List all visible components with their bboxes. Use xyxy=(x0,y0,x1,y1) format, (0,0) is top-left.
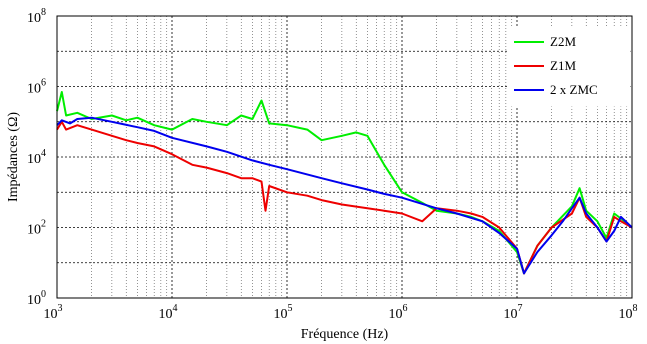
x-tick-label: 106 xyxy=(389,303,408,322)
y-axis-label: Impédances (Ω) xyxy=(6,112,21,202)
y-tick-label: 104 xyxy=(27,148,46,167)
x-tick-label: 103 xyxy=(44,303,63,322)
x-axis-label: Fréquence (Hz) xyxy=(301,327,389,342)
series-line-2-x-zmc xyxy=(56,116,633,275)
series-line-z2m xyxy=(56,91,633,275)
plot-frame xyxy=(56,15,633,299)
x-tick-label: 107 xyxy=(504,303,523,322)
grid xyxy=(57,16,632,298)
y-tick-label: 100 xyxy=(27,289,46,308)
y-tick-label: 106 xyxy=(27,78,46,97)
legend-label: Z1M xyxy=(550,58,576,73)
legend: Z2M Z1M 2 x ZMC xyxy=(507,27,631,107)
series-lines xyxy=(56,91,633,275)
y-tick-label: 102 xyxy=(27,219,46,238)
legend-label: Z2M xyxy=(550,34,576,49)
tick-labels: 103 104 105 106 107 108 100 102 104 106 108 xyxy=(27,7,638,322)
x-tick-label: 108 xyxy=(619,303,638,322)
x-tick-label: 105 xyxy=(274,303,293,322)
x-tick-label: 104 xyxy=(159,303,178,322)
legend-label: 2 x ZMC xyxy=(550,82,598,97)
series-line-z1m xyxy=(56,120,633,275)
y-tick-label: 108 xyxy=(27,7,46,26)
